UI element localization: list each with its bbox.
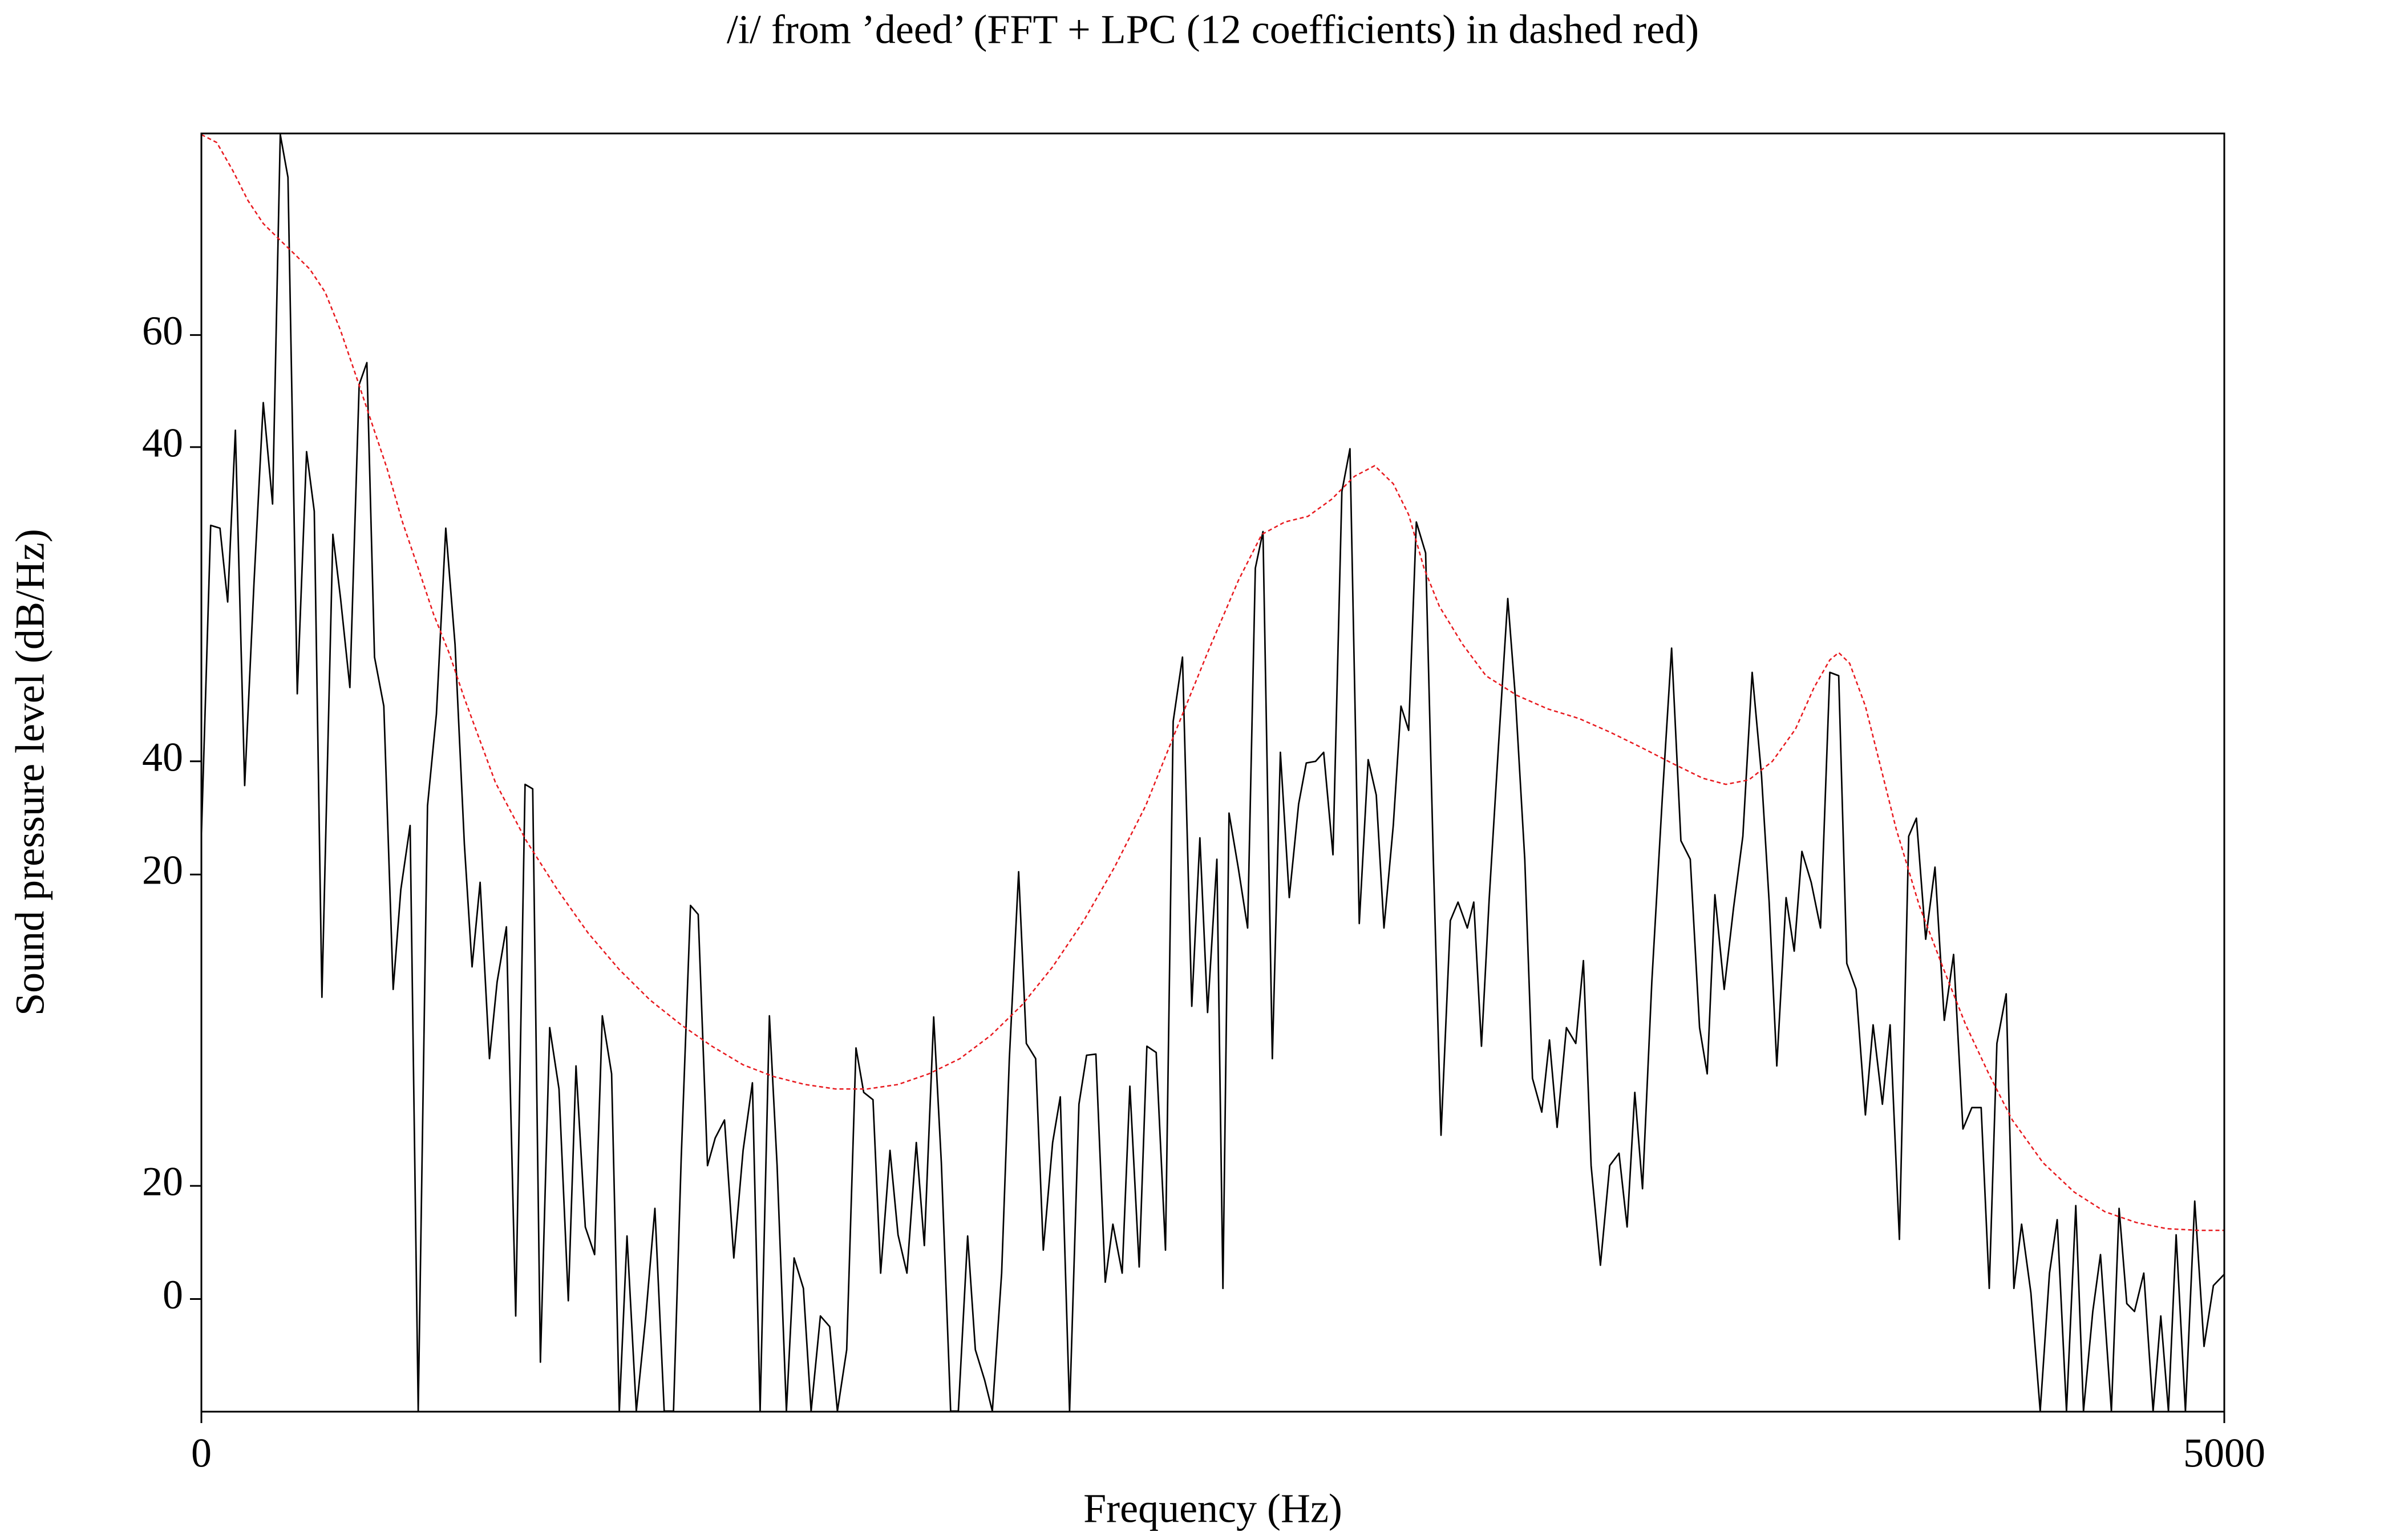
x-tick-label: 0 [191,1430,212,1476]
fft-line [201,133,2224,1412]
chart-title: /i/ from ’deed’ (FFT + LPC (12 coefficie… [727,7,1699,52]
plot-frame [200,132,2225,1413]
x-tick-label: 5000 [2183,1430,2265,1476]
y-tick-label: 0 [163,1272,183,1318]
plot-area [201,133,2224,1412]
y-tick-label: 60 [142,308,183,354]
y-tick-label: 20 [142,848,183,893]
y-axis-label: Sound pressure level (dB/Hz) [7,529,53,1016]
y-tick-label: 20 [142,1159,183,1205]
lpc-line [201,133,2224,1231]
y-tick-label: 40 [142,420,183,465]
x-axis-label: Frequency (Hz) [1083,1486,1342,1531]
y-tick-label: 40 [142,734,183,780]
